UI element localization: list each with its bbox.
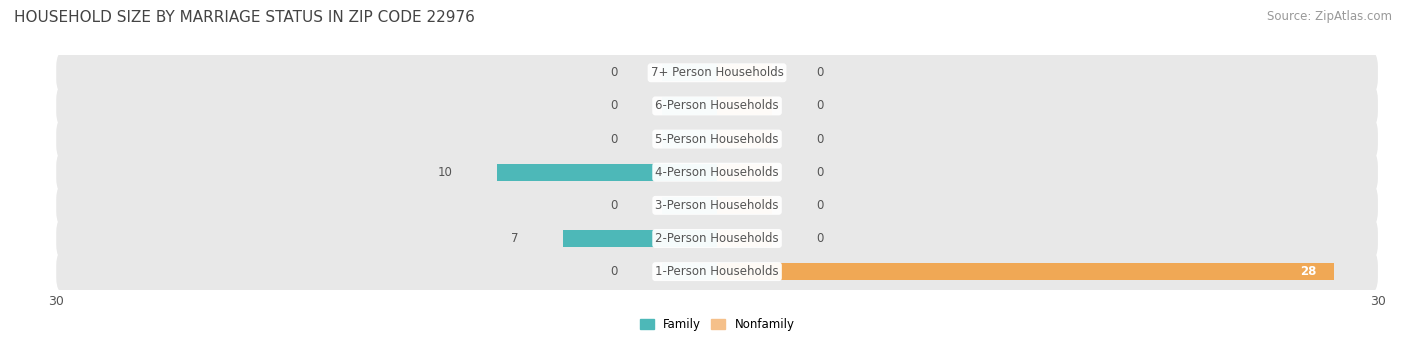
FancyBboxPatch shape [56, 216, 1378, 261]
Text: HOUSEHOLD SIZE BY MARRIAGE STATUS IN ZIP CODE 22976: HOUSEHOLD SIZE BY MARRIAGE STATUS IN ZIP… [14, 10, 475, 25]
Bar [562, 230, 717, 247]
Bar [717, 230, 772, 247]
Text: 0: 0 [610, 199, 617, 212]
Bar [662, 197, 717, 214]
FancyBboxPatch shape [56, 149, 1378, 195]
Bar [717, 64, 772, 81]
Bar [717, 197, 772, 214]
Text: 4-Person Households: 4-Person Households [655, 166, 779, 179]
Text: 0: 0 [815, 66, 824, 79]
Text: 7+ Person Households: 7+ Person Households [651, 66, 783, 79]
Text: Source: ZipAtlas.com: Source: ZipAtlas.com [1267, 10, 1392, 23]
Bar [717, 131, 772, 148]
Bar [717, 263, 1334, 280]
FancyBboxPatch shape [56, 182, 1378, 228]
Bar [662, 131, 717, 148]
FancyBboxPatch shape [56, 83, 1378, 129]
Text: 7: 7 [512, 232, 519, 245]
Bar [662, 263, 717, 280]
Bar [717, 97, 772, 115]
Text: 0: 0 [815, 232, 824, 245]
Text: 1-Person Households: 1-Person Households [655, 265, 779, 278]
Text: 0: 0 [610, 133, 617, 146]
Bar [662, 97, 717, 115]
Text: 0: 0 [815, 100, 824, 113]
FancyBboxPatch shape [56, 50, 1378, 96]
Bar [662, 64, 717, 81]
Text: 0: 0 [610, 265, 617, 278]
Legend: Family, Nonfamily: Family, Nonfamily [636, 313, 799, 336]
FancyBboxPatch shape [56, 116, 1378, 162]
Bar [717, 164, 772, 181]
Text: 3-Person Households: 3-Person Households [655, 199, 779, 212]
Bar [496, 164, 717, 181]
Text: 5-Person Households: 5-Person Households [655, 133, 779, 146]
Text: 0: 0 [610, 100, 617, 113]
Text: 0: 0 [815, 166, 824, 179]
Text: 28: 28 [1299, 265, 1316, 278]
Text: 0: 0 [815, 133, 824, 146]
Text: 0: 0 [610, 66, 617, 79]
FancyBboxPatch shape [56, 249, 1378, 295]
Text: 0: 0 [815, 199, 824, 212]
Text: 6-Person Households: 6-Person Households [655, 100, 779, 113]
Text: 2-Person Households: 2-Person Households [655, 232, 779, 245]
Text: 10: 10 [437, 166, 453, 179]
